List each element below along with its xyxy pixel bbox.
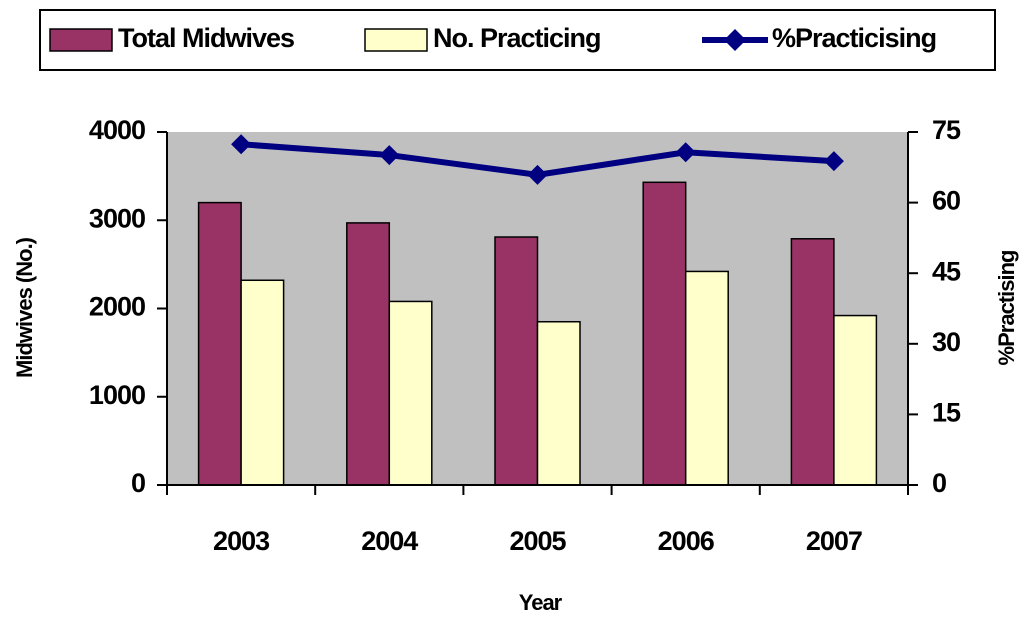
y-axis-title: Midwives (No.)	[12, 237, 37, 378]
line-marker	[823, 151, 844, 172]
y2-tick-label: 75	[932, 115, 961, 145]
line-marker	[675, 142, 696, 163]
y-tick-label: 1000	[89, 380, 145, 410]
bar	[684, 270, 729, 486]
y-tick-label: 0	[131, 468, 145, 498]
legend-label: %Practicising	[772, 23, 936, 53]
bar	[346, 222, 391, 486]
bar	[197, 201, 242, 486]
y2-axis-title: %Practising	[994, 251, 1019, 366]
y2-tick-label: 60	[932, 186, 960, 216]
bar	[388, 300, 433, 486]
y2-tick-label: 30	[932, 327, 960, 357]
legend-box	[39, 9, 996, 71]
x-tick-label: 2005	[509, 526, 566, 556]
line-marker	[231, 134, 252, 155]
bar	[790, 238, 835, 486]
y-tick-label: 4000	[89, 115, 145, 145]
y-tick-label: 2000	[89, 292, 145, 322]
line-marker	[379, 145, 400, 166]
x-tick-label: 2006	[658, 526, 715, 556]
line-marker	[527, 164, 548, 185]
y2-tick-label: 45	[932, 256, 961, 286]
bar	[536, 320, 581, 486]
y-tick-label: 3000	[89, 203, 145, 233]
legend-swatch	[49, 28, 113, 52]
legend-label: No. Practicing	[433, 23, 601, 53]
x-tick-label: 2004	[361, 526, 418, 556]
bar	[240, 279, 285, 486]
bar	[642, 181, 687, 486]
x-tick-label: 2007	[806, 526, 862, 556]
y2-tick-label: 0	[932, 468, 946, 498]
bar	[833, 314, 878, 486]
bar	[494, 236, 539, 486]
x-tick-label: 2003	[213, 526, 270, 556]
y2-tick-label: 15	[932, 398, 961, 428]
legend-swatch	[364, 28, 428, 52]
legend-marker	[724, 29, 746, 51]
x-axis-title: Year	[519, 590, 563, 615]
legend-label: Total Midwives	[118, 23, 294, 53]
